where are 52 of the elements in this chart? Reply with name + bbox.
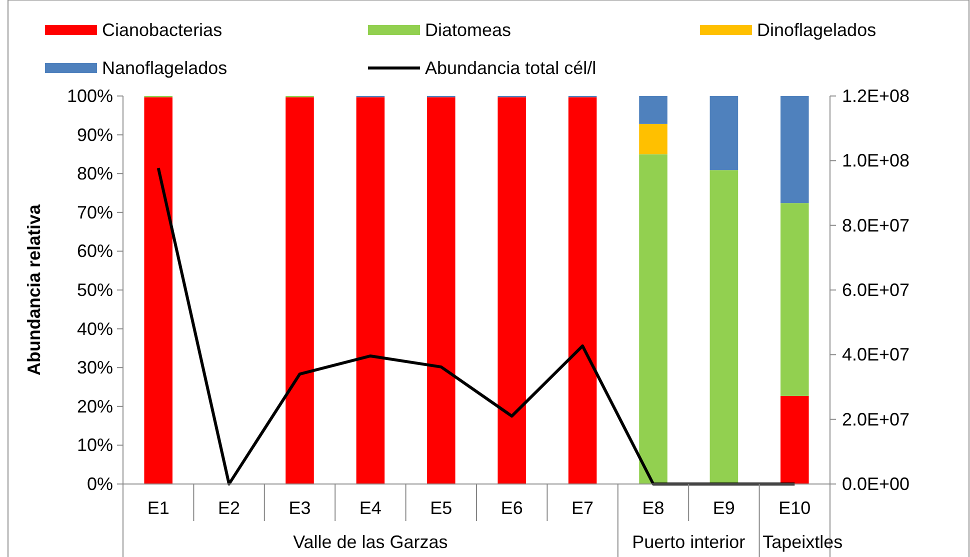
bar (710, 170, 738, 484)
x-tick-label: E8 (642, 498, 664, 518)
legend-label: Dinoflagelados (757, 20, 876, 40)
text: Puerto interior (632, 532, 746, 552)
legend-label: Nanoflagelados (102, 58, 228, 78)
bar (639, 96, 668, 124)
y2-tick-label: 2.0E+07 (842, 409, 910, 430)
bar (427, 97, 456, 484)
y-tick-label: 20% (76, 396, 113, 416)
y-tick-label: 50% (76, 280, 113, 300)
x-tick-label: E4 (359, 498, 382, 518)
bar (144, 97, 172, 484)
x-tick-label: E5 (430, 498, 452, 518)
x-tick-label: E9 (712, 498, 735, 518)
y-tick-label: 40% (76, 318, 113, 339)
y-tick-label: 30% (76, 358, 113, 378)
y2-tick-label: 0.0E+00 (842, 474, 910, 494)
bar (639, 124, 668, 154)
x-tick-label: E1 (147, 498, 170, 518)
x-tick-label: E6 (500, 498, 523, 518)
bar (498, 97, 526, 484)
y2-tick-label: 1.2E+08 (842, 86, 910, 106)
text: Tapeixtles (762, 532, 843, 552)
line-series (156, 166, 796, 486)
y-tick-label: 70% (76, 202, 113, 222)
bar (639, 154, 668, 484)
bar (568, 97, 597, 484)
bar (780, 396, 809, 484)
y-tick-label: 60% (76, 241, 113, 262)
x-tick-label: E10 (778, 498, 811, 518)
y2-tick-label: 1.0E+08 (842, 150, 910, 171)
y-tick-label: 80% (76, 164, 113, 184)
y-axis-title: Abundancia relativa (24, 203, 44, 376)
legend-label: Abundancia total cél/l (425, 58, 596, 78)
y2-tick-label: 4.0E+07 (842, 344, 910, 365)
y-tick-label: 100% (66, 86, 113, 106)
text: Valle de las Garzas (293, 532, 448, 552)
x-tick-label: E2 (218, 498, 240, 518)
bar (356, 97, 385, 484)
legend-label: Diatomeas (425, 20, 512, 40)
legend-label: Cianobacterias (102, 20, 222, 40)
bar (286, 97, 314, 484)
bar (780, 203, 809, 396)
y-tick-label: 90% (76, 124, 113, 145)
x-tick-label: E7 (572, 498, 594, 518)
y2-tick-label: 6.0E+07 (842, 280, 910, 300)
bar (710, 96, 738, 170)
x-tick-label: E3 (288, 498, 311, 518)
y-tick-label: 10% (76, 435, 113, 456)
bar (780, 96, 809, 204)
y-tick-label: 0% (86, 474, 113, 494)
y2-tick-label: 8.0E+07 (842, 215, 910, 236)
